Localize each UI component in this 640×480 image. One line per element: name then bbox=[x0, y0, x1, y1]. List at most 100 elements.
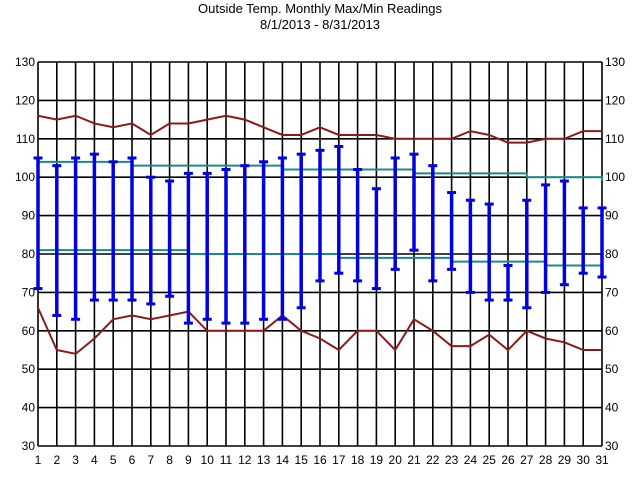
y-tick-label-left: 50 bbox=[22, 362, 36, 376]
y-tick-label-left: 110 bbox=[16, 132, 35, 146]
min-marker bbox=[428, 279, 438, 283]
min-marker bbox=[240, 321, 250, 325]
x-tick-label: 4 bbox=[91, 453, 98, 467]
min-marker bbox=[353, 279, 363, 283]
max-marker bbox=[353, 168, 363, 172]
max-marker bbox=[52, 164, 62, 168]
min-marker bbox=[409, 248, 419, 252]
min-marker bbox=[277, 317, 287, 321]
x-tick-label: 30 bbox=[577, 453, 591, 467]
x-tick-label: 11 bbox=[220, 453, 233, 467]
max-marker bbox=[71, 156, 81, 160]
y-tick-label-left: 60 bbox=[22, 324, 36, 338]
range-bars-layer bbox=[33, 144, 607, 325]
min-marker bbox=[597, 275, 607, 279]
max-marker bbox=[315, 148, 325, 152]
y-tick-label-right: 80 bbox=[605, 247, 619, 261]
min-marker bbox=[89, 298, 99, 302]
y-tick-label-right: 100 bbox=[605, 170, 625, 184]
x-tick-label: 22 bbox=[426, 453, 440, 467]
max-marker bbox=[484, 202, 494, 206]
y-tick-label-left: 120 bbox=[15, 93, 35, 107]
max-marker bbox=[277, 156, 287, 160]
max-marker bbox=[503, 264, 513, 268]
min-marker bbox=[522, 306, 532, 310]
max-marker bbox=[428, 164, 438, 168]
x-tick-label: 29 bbox=[558, 453, 572, 467]
y-tick-label-right: 60 bbox=[605, 324, 619, 338]
max-marker bbox=[33, 156, 43, 160]
min-marker bbox=[202, 317, 212, 321]
max-marker bbox=[334, 144, 344, 148]
y-tick-label-right: 110 bbox=[605, 132, 624, 146]
y-tick-label-left: 100 bbox=[15, 170, 35, 184]
y-tick-label-right: 120 bbox=[605, 93, 625, 107]
min-marker bbox=[559, 283, 569, 287]
min-marker bbox=[503, 298, 513, 302]
x-tick-label: 2 bbox=[53, 453, 60, 467]
min-marker bbox=[127, 298, 137, 302]
x-tick-label: 3 bbox=[72, 453, 79, 467]
series-line-1 bbox=[37, 114, 602, 144]
min-marker bbox=[33, 287, 43, 291]
x-tick-label: 10 bbox=[201, 453, 215, 467]
min-marker bbox=[183, 321, 193, 325]
y-tick-label-left: 130 bbox=[15, 55, 35, 69]
min-marker bbox=[52, 313, 62, 317]
x-tick-label: 16 bbox=[313, 453, 327, 467]
min-marker bbox=[221, 321, 231, 325]
x-tick-label: 25 bbox=[483, 453, 497, 467]
min-marker bbox=[296, 306, 306, 310]
min-marker bbox=[108, 298, 118, 302]
min-marker bbox=[541, 290, 551, 294]
max-marker bbox=[259, 160, 269, 164]
min-marker bbox=[259, 317, 269, 321]
x-tick-label: 27 bbox=[520, 453, 534, 467]
max-marker bbox=[89, 152, 99, 156]
x-tick-label: 14 bbox=[276, 453, 290, 467]
max-marker bbox=[597, 206, 607, 210]
x-tick-label: 5 bbox=[110, 453, 117, 467]
max-marker bbox=[559, 179, 569, 183]
x-tick-label: 19 bbox=[370, 453, 384, 467]
x-tick-label: 1 bbox=[35, 453, 42, 467]
x-tick-label: 20 bbox=[389, 453, 403, 467]
x-tick-label: 23 bbox=[445, 453, 459, 467]
max-marker bbox=[371, 187, 381, 191]
max-marker bbox=[183, 171, 193, 175]
x-tick-label: 26 bbox=[501, 453, 515, 467]
max-marker bbox=[240, 164, 250, 168]
x-tick-label: 13 bbox=[257, 453, 271, 467]
x-tick-label: 6 bbox=[129, 453, 136, 467]
max-marker bbox=[296, 152, 306, 156]
x-tick-label: 24 bbox=[464, 453, 478, 467]
max-marker bbox=[541, 183, 551, 187]
max-marker bbox=[465, 198, 475, 202]
max-marker bbox=[390, 156, 400, 160]
min-marker bbox=[71, 317, 81, 321]
min-marker bbox=[371, 287, 381, 291]
y-tick-label-right: 90 bbox=[605, 209, 619, 223]
max-marker bbox=[578, 206, 588, 210]
y-tick-label-left: 70 bbox=[22, 285, 36, 299]
min-marker bbox=[465, 290, 475, 294]
min-marker bbox=[578, 271, 588, 275]
x-tick-label: 9 bbox=[185, 453, 192, 467]
x-tick-label: 12 bbox=[238, 453, 252, 467]
y-tick-label-right: 50 bbox=[605, 362, 619, 376]
max-marker bbox=[165, 179, 175, 183]
min-marker bbox=[165, 294, 175, 298]
chart-title: Outside Temp. Monthly Max/Min Readings bbox=[198, 1, 442, 16]
min-marker bbox=[447, 267, 457, 271]
max-marker bbox=[202, 171, 212, 175]
max-marker bbox=[146, 175, 156, 179]
min-marker bbox=[484, 298, 494, 302]
x-tick-label: 15 bbox=[295, 453, 309, 467]
y-tick-label-left: 40 bbox=[22, 401, 36, 415]
x-tick-label: 18 bbox=[351, 453, 365, 467]
y-tick-label-left: 90 bbox=[22, 209, 36, 223]
max-marker bbox=[409, 152, 419, 156]
max-marker bbox=[221, 168, 231, 172]
